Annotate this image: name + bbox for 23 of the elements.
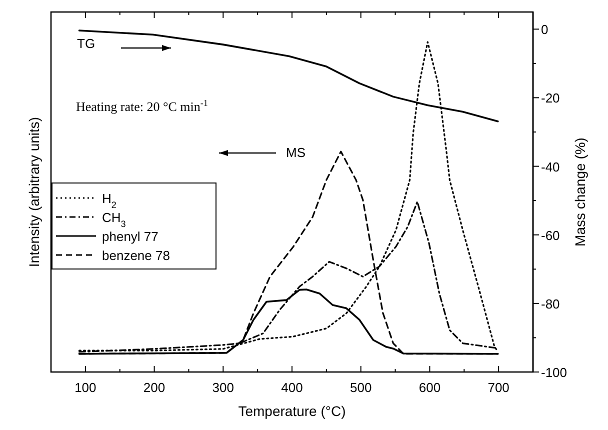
x-tick-label: 300 xyxy=(212,380,234,395)
y-tick-label: -20 xyxy=(541,90,560,106)
legend-label: H$_{2}$ xyxy=(102,191,116,210)
x-tick-label: 400 xyxy=(281,380,303,395)
x-axis-title: Temperature (°C) xyxy=(238,403,346,419)
legend-label: CH$_{3}$ xyxy=(102,210,126,229)
y-tick-label: -60 xyxy=(541,228,560,243)
x-tick-label: 600 xyxy=(418,380,441,395)
x-tick-label: 100 xyxy=(74,380,96,395)
y-tick-label: -80 xyxy=(541,296,560,312)
annotation: MS xyxy=(286,145,306,160)
annotation: Heating rate: 20 °C min$^{-1}$ xyxy=(76,98,208,114)
x-tick-label: 500 xyxy=(350,380,372,395)
legend-label: benzene 78 xyxy=(102,248,170,263)
y-tick-label: -40 xyxy=(541,159,560,174)
x-tick-label: 700 xyxy=(488,380,510,395)
x-tick-label: 200 xyxy=(143,380,166,395)
y-tick-label: 0 xyxy=(541,22,548,38)
legend-label: phenyl 77 xyxy=(102,229,158,244)
annotation: TG xyxy=(77,36,96,51)
y-axis-title: Mass change (%) xyxy=(572,138,588,246)
y-tick-label: -100 xyxy=(541,365,568,380)
y-axis-title: Intensity (arbitrary units) xyxy=(26,116,42,268)
